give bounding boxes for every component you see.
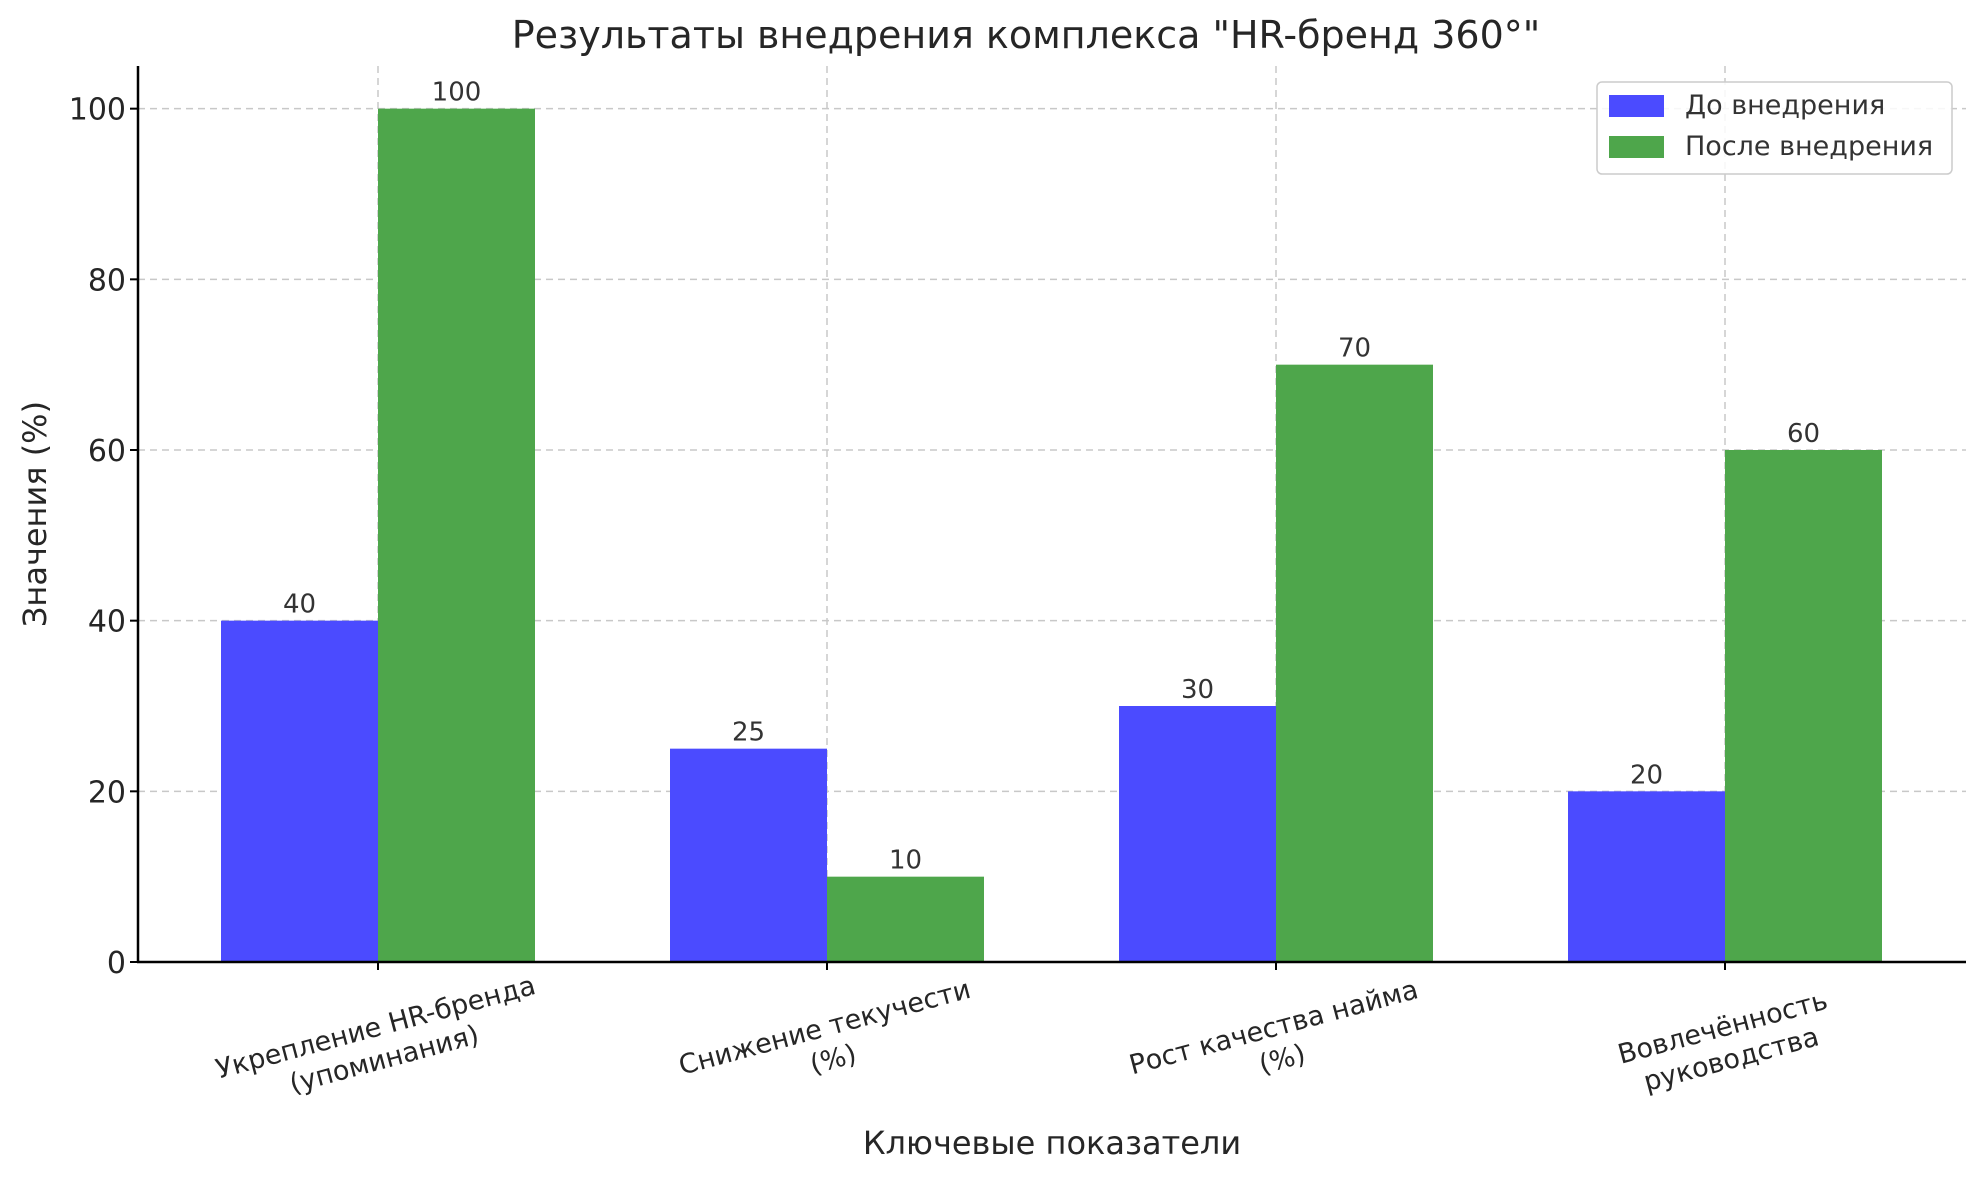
legend-label: До внедрения: [1685, 90, 1885, 121]
x-ticks: Укрепление HR-бренда(упоминания) Снижение…: [213, 962, 1831, 1100]
axes: [136, 66, 1966, 964]
y-tick-label: 0: [107, 946, 126, 981]
y-tick-label: 80: [88, 263, 126, 298]
bar-after-2: [1276, 364, 1433, 963]
legend: До внедрения После внедрения: [1596, 81, 1953, 175]
x-tick-label: Рост качества найма(%): [1126, 974, 1422, 1081]
bar-value-label: 60: [1787, 419, 1820, 449]
bar-before-3: [1568, 791, 1725, 962]
bar-value-label: 100: [432, 78, 482, 108]
x-tick-label: Снижение текучести(%): [676, 974, 974, 1082]
bar-value-label: 40: [283, 590, 316, 620]
bar-value-label: 20: [1630, 760, 1663, 790]
bar-before-1: [670, 748, 827, 962]
legend-swatch: [1609, 95, 1664, 117]
bars: [221, 108, 1882, 963]
y-tick-label: 40: [88, 605, 126, 640]
y-axis-label: Значения (%): [16, 401, 54, 627]
y-tick-label: 60: [88, 434, 126, 469]
bar-after-1: [827, 876, 984, 962]
bar-before-2: [1119, 706, 1276, 962]
legend-box: [1596, 81, 1953, 175]
x-axis-label: Ключевые показатели: [863, 1124, 1241, 1162]
chart-title: Результаты внедрения комплекса "HR-бренд…: [512, 13, 1541, 57]
x-tick-label: Укрепление HR-бренда(упоминания): [213, 970, 539, 1100]
bar-value-labels: 40 25 30 20 100 10 70 60: [283, 78, 1820, 876]
bar-value-label: 25: [732, 718, 765, 748]
legend-swatch: [1609, 136, 1664, 158]
y-ticks: 0 20 40 60 80 100: [69, 93, 138, 981]
bar-after-3: [1725, 450, 1882, 962]
y-tick-label: 20: [88, 775, 126, 810]
bar-value-label: 70: [1338, 334, 1371, 364]
bar-before-0: [221, 620, 378, 962]
bar-after-0: [378, 108, 535, 962]
y-tick-label: 100: [69, 93, 126, 128]
legend-label: После внедрения: [1685, 131, 1933, 162]
bar-value-label: 30: [1181, 675, 1214, 705]
bar-value-label: 10: [889, 846, 922, 876]
